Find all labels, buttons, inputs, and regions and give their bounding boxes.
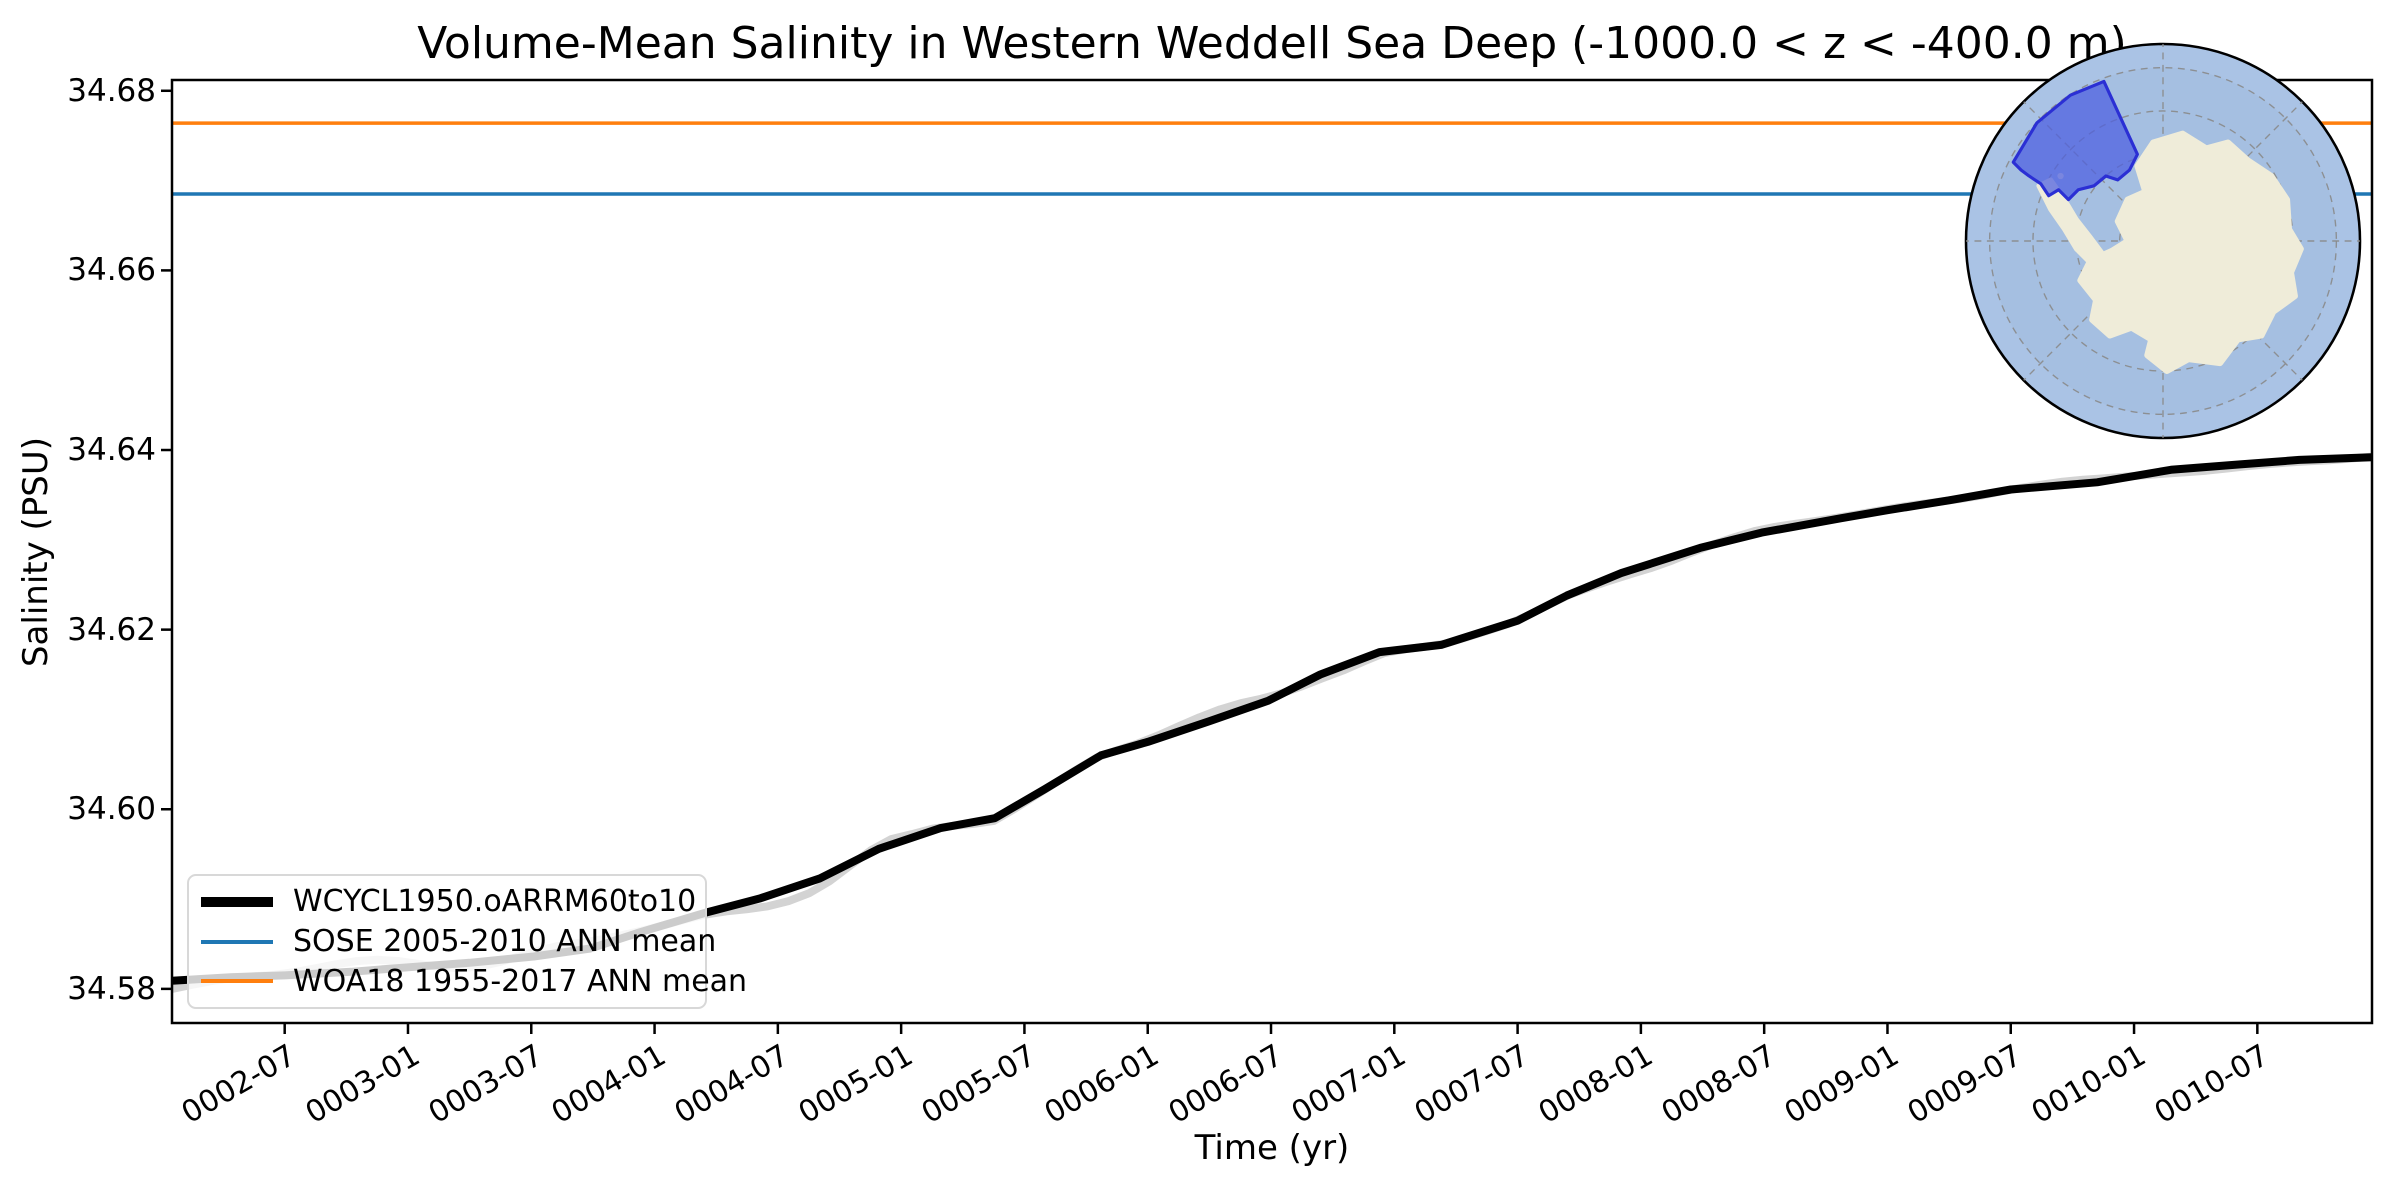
antarctica-landmass <box>2077 130 2304 374</box>
y-tick-label: 34.68 <box>67 72 156 109</box>
y-tick-label: 34.58 <box>67 970 156 1007</box>
y-tick-label: 34.60 <box>67 791 156 828</box>
y-tick-label: 34.62 <box>67 611 156 648</box>
line-swatch-model <box>201 896 273 907</box>
inset-map <box>1964 42 2362 440</box>
legend-item: WOA18 1955-2017 ANN mean <box>201 961 747 1001</box>
legend: WCYCL1950.oARRM60to10 SOSE 2005-2010 ANN… <box>187 874 747 1009</box>
legend-label: WOA18 1955-2017 ANN mean <box>293 963 748 999</box>
legend-label: SOSE 2005-2010 ANN mean <box>293 924 717 959</box>
y-tick-label: 34.66 <box>67 252 156 289</box>
legend-item: SOSE 2005-2010 ANN mean <box>201 922 716 962</box>
line-swatch-woa18 <box>201 979 273 984</box>
chart-title: Volume-Mean Salinity in Western Weddell … <box>417 18 2127 69</box>
x-axis-label: Time (yr) <box>1194 1128 1350 1168</box>
region-highlight-western-weddell <box>2011 79 2139 202</box>
legend-item: WCYCL1950.oARRM60to10 <box>201 882 705 922</box>
legend-label: WCYCL1950.oARRM60to10 <box>293 884 697 920</box>
line-swatch-sose <box>201 939 273 944</box>
y-tick-label: 34.64 <box>67 432 156 468</box>
